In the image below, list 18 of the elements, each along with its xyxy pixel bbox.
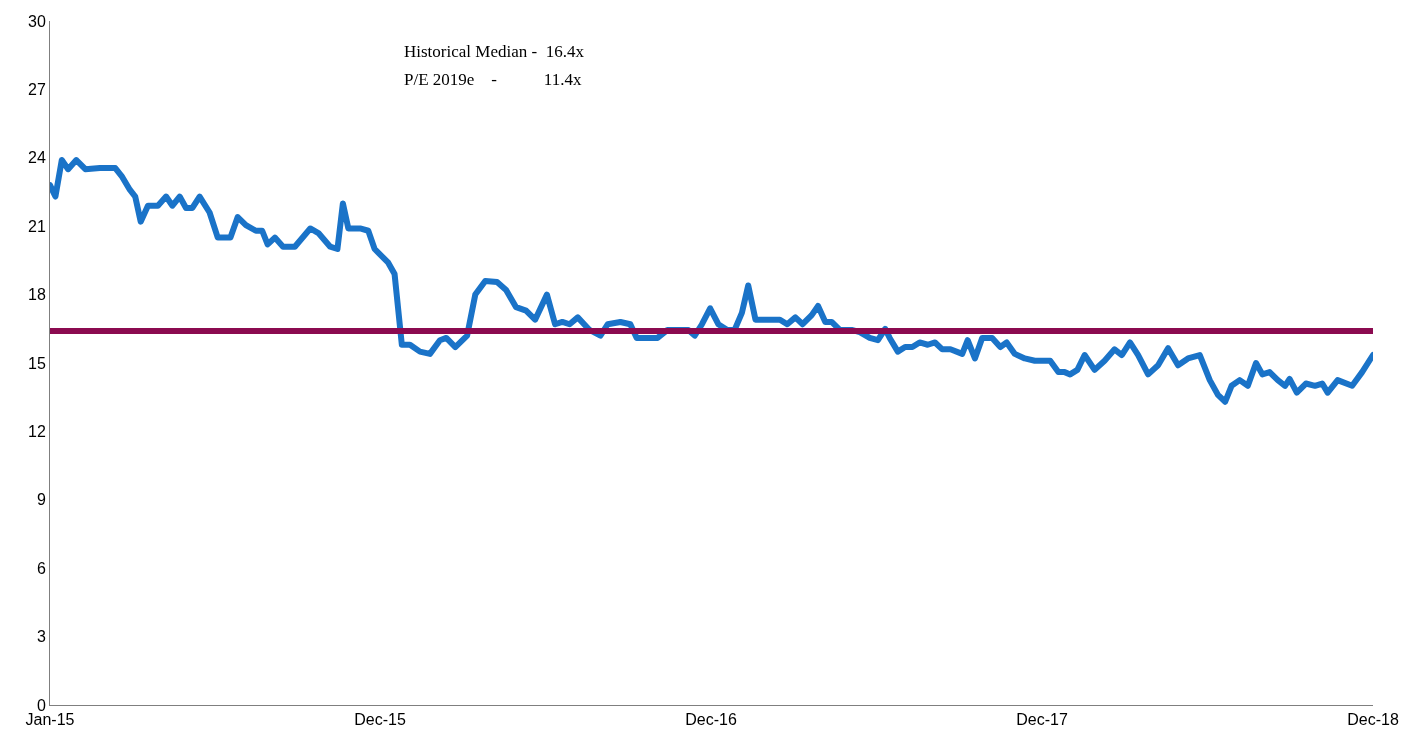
x-tick-label: Jan-15: [25, 711, 75, 729]
x-tick-label: Dec-18: [1347, 711, 1399, 729]
y-tick-label: 15: [28, 354, 46, 372]
y-tick-label: 12: [28, 423, 46, 440]
y-tick-label: 18: [28, 286, 46, 304]
y-tick-label: 27: [28, 81, 46, 98]
x-tick-label: Dec-15: [354, 711, 406, 729]
y-tick-label: 30: [28, 12, 46, 30]
x-tick-label: Dec-16: [685, 711, 737, 729]
y-tick-label: 0: [36, 696, 46, 714]
y-tick-label: 21: [28, 217, 46, 235]
annotation: P/E 2019e - 11.4x: [404, 70, 582, 89]
y-tick-label: 24: [28, 149, 46, 167]
y-tick-label: 3: [36, 628, 46, 646]
y-tick-label: 6: [36, 559, 46, 577]
annotation: Historical Median - 16.4x: [404, 42, 585, 61]
y-tick-label: 9: [36, 491, 46, 509]
x-tick-label: Dec-17: [1016, 711, 1068, 729]
